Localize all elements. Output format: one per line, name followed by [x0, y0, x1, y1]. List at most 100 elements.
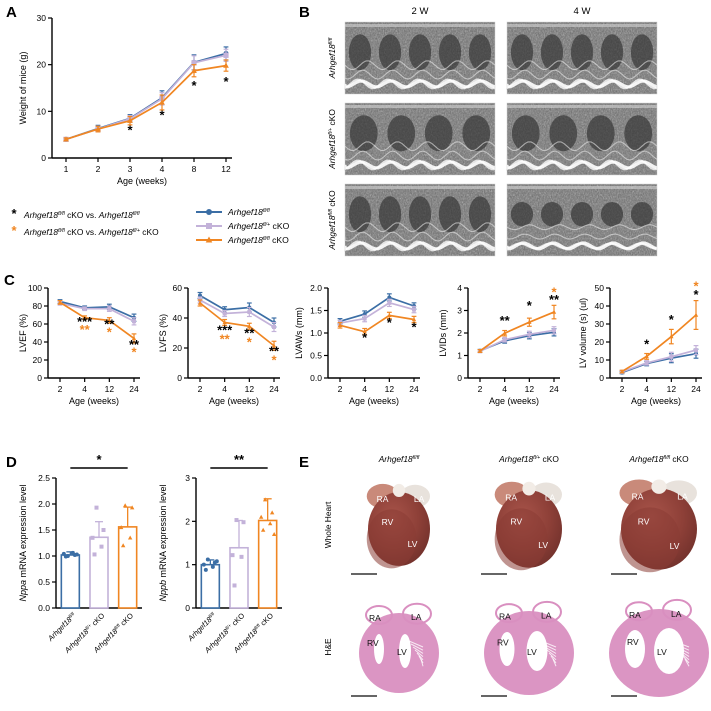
panel-e-row-label: Whole Heart	[323, 501, 333, 548]
series-line	[65, 64, 227, 141]
series-marker	[269, 510, 275, 515]
whole-heart-image: RA LA RV LV	[603, 470, 711, 580]
heart-annotation-rv: RV	[638, 517, 650, 527]
series-marker	[551, 309, 557, 314]
series-marker	[644, 360, 649, 365]
x-axis-label: Age (weeks)	[489, 396, 539, 406]
series-marker	[267, 521, 273, 526]
x-tick-label: 12	[245, 384, 255, 394]
series-marker	[107, 306, 112, 311]
y-tick-label: 0.5	[38, 577, 50, 587]
x-tick-label: 24	[409, 384, 419, 394]
series-marker	[205, 557, 210, 562]
x-tick-label: 4	[222, 384, 227, 394]
genotype-label: Arhgef18fl/+ cKO	[227, 221, 290, 231]
he-annotation-la: LA	[411, 612, 422, 622]
series-marker	[337, 323, 343, 328]
series-line	[199, 302, 275, 347]
series-marker	[74, 552, 79, 557]
significance-star: **	[220, 332, 231, 347]
y-tick-label: 0	[599, 373, 604, 383]
series-marker	[247, 310, 252, 314]
significance-star: **	[80, 322, 91, 337]
series-marker	[214, 559, 219, 564]
significance-star: *	[107, 325, 113, 340]
he-annotation-ra: RA	[499, 611, 511, 621]
significance-star: *	[131, 344, 137, 359]
series-line	[59, 300, 135, 319]
panel-b-letter: B	[299, 4, 310, 21]
genotype-label: Arhgef18fl/fl cKO	[327, 190, 337, 251]
y-axis-label: LVFS (%)	[158, 314, 168, 352]
y-tick-label: 1.5	[38, 525, 50, 535]
series-marker	[191, 60, 197, 66]
x-axis-label: Age (weeks)	[117, 176, 167, 186]
series-marker	[159, 99, 165, 105]
x-tick-label: 12	[667, 384, 677, 394]
series-marker	[197, 300, 203, 305]
series-marker	[107, 318, 112, 323]
series-marker	[669, 354, 674, 359]
series-marker	[120, 543, 126, 548]
y-axis-label: LV volume (s) (ul)	[578, 298, 588, 368]
y-axis-label: LVIDs (mm)	[438, 309, 448, 356]
he-annotation-lv: LV	[397, 647, 407, 657]
series-marker	[411, 317, 417, 322]
significance-legend-text: Arhgef18fl/fl cKO vs. Arhgef18fl/fl	[23, 210, 140, 220]
series-marker	[644, 354, 649, 359]
echo-image	[505, 183, 658, 257]
series-marker	[94, 505, 99, 510]
x-tick-label: 24	[269, 384, 279, 394]
series-marker	[232, 583, 237, 588]
significance-star: **	[269, 344, 280, 359]
series-marker	[258, 514, 264, 519]
echo-image	[343, 21, 496, 95]
series-line	[339, 301, 415, 324]
he-annotation-lv: LV	[527, 647, 537, 657]
significance-star: **	[500, 313, 511, 328]
echo-column-header: 2 W	[412, 6, 429, 17]
echo-image	[343, 183, 496, 257]
panel-c-letter: C	[4, 272, 15, 289]
significance-legend-text: Arhgef18fl/fl cKO vs. Arhgef18fl/+ cKO	[23, 227, 159, 237]
series-marker	[387, 300, 392, 305]
y-tick-label: 40	[595, 301, 605, 311]
series-marker	[693, 312, 699, 317]
series-marker	[205, 236, 213, 243]
series-marker	[387, 295, 392, 300]
series-marker	[271, 343, 277, 348]
significance-label: **	[234, 452, 245, 467]
series-marker	[527, 319, 532, 324]
series-line	[621, 314, 697, 373]
heart-annotation-lv: LV	[538, 540, 548, 550]
series-line	[621, 349, 697, 373]
series-marker	[82, 315, 87, 320]
nppa-chart: 0.0 0.5 1.0 1.5 2.0 2.5 Nppa mRNA expression l…	[18, 452, 142, 655]
panel-c: C 0 20 40 60 80 100 2 4 12 24 Age (weeks) LVEF (%) *…	[0, 266, 711, 418]
series-marker	[223, 62, 229, 68]
significance-star: **	[129, 337, 140, 352]
significance-star: *	[362, 330, 368, 345]
genotype-label: Arhgef18fl/+ cKO	[327, 109, 337, 170]
series-marker	[241, 520, 246, 525]
series-line	[479, 311, 555, 352]
series-marker	[247, 323, 252, 328]
series-marker	[82, 306, 87, 311]
x-tick-label: 4	[160, 164, 165, 174]
y-tick-label: 2	[457, 328, 462, 338]
series-marker	[272, 325, 276, 329]
genotype-label: Arhgef18fl/+ cKO	[498, 454, 559, 464]
significance-star: *	[411, 320, 417, 335]
echo-image	[343, 102, 496, 176]
series-line	[479, 331, 555, 352]
significance-star: *	[387, 315, 393, 330]
y-tick-label: 2	[185, 516, 190, 526]
he-annotation-la: LA	[671, 609, 682, 619]
series-marker	[63, 136, 69, 142]
y-tick-label: 30	[595, 319, 605, 329]
echo-column-header: 4 W	[574, 6, 591, 17]
y-tick-label: 0	[177, 373, 182, 383]
significance-star: *	[551, 285, 557, 300]
echo-image	[505, 21, 658, 95]
series-marker	[210, 564, 215, 569]
